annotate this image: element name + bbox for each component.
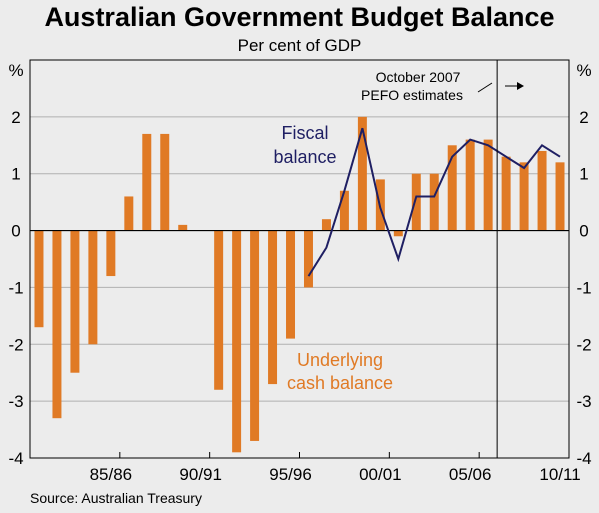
x-tick-label: 85/86	[90, 465, 133, 484]
y-tick-label-left: 2	[11, 108, 20, 127]
y-tick-label-left: -3	[8, 392, 23, 411]
series-label-fiscal: balance	[273, 147, 336, 167]
bar	[537, 150, 547, 231]
bar	[447, 145, 457, 231]
y-unit-right: %	[576, 61, 591, 80]
bar	[34, 230, 44, 328]
bar	[465, 139, 475, 231]
bar	[88, 230, 98, 345]
annotation-leader	[477, 82, 493, 93]
bar	[483, 139, 493, 231]
bar	[303, 230, 313, 288]
x-tick-label: 00/01	[359, 465, 402, 484]
bar	[393, 230, 403, 237]
bar	[142, 133, 152, 231]
bar	[411, 173, 421, 231]
y-tick-label-right: -2	[576, 335, 591, 354]
series-line-fiscal-balance	[307, 127, 561, 277]
bar	[70, 230, 80, 373]
bar	[106, 230, 116, 277]
y-tick-label-right: 1	[579, 165, 588, 184]
bar	[555, 162, 565, 231]
bar	[357, 116, 367, 231]
chart-title: Australian Government Budget Balance	[44, 2, 555, 32]
x-tick-label: 05/06	[449, 465, 492, 484]
annotation-text: October 2007	[376, 69, 461, 85]
bar	[339, 190, 349, 231]
bar	[250, 230, 260, 441]
series-label-underlying: cash balance	[287, 373, 393, 393]
annotation-arrowhead	[517, 82, 524, 90]
x-tick-label: 10/11	[539, 465, 580, 484]
bar	[214, 230, 224, 390]
series-label-fiscal: Fiscal	[281, 123, 328, 143]
y-tick-label-right: -1	[576, 278, 591, 297]
chart-subtitle: Per cent of GDP	[237, 36, 362, 55]
chart-source: Source: Australian Treasury	[30, 490, 202, 506]
y-unit-left: %	[8, 61, 23, 80]
y-tick-label-right: 0	[579, 222, 588, 241]
bar	[286, 230, 296, 339]
bar	[232, 230, 242, 453]
bar	[178, 224, 188, 231]
bar	[160, 133, 170, 231]
y-tick-label-left: -4	[8, 449, 23, 468]
y-tick-label-left: 1	[11, 165, 20, 184]
bar	[501, 156, 511, 231]
bar	[124, 196, 134, 231]
x-tick-label: 90/91	[179, 465, 222, 484]
annotation-text: PEFO estimates	[361, 87, 463, 103]
bar	[268, 230, 278, 385]
x-tick-label: 95/96	[269, 465, 312, 484]
bar	[429, 173, 439, 231]
y-tick-label-right: 2	[579, 108, 588, 127]
y-tick-label-left: -2	[8, 335, 23, 354]
series-label-underlying: Underlying	[297, 350, 383, 370]
y-tick-label-right: -4	[576, 449, 591, 468]
y-tick-label-left: -1	[8, 278, 23, 297]
plot-area	[30, 60, 569, 458]
bar	[519, 162, 529, 231]
y-tick-label-right: -3	[576, 392, 591, 411]
bar	[321, 219, 331, 231]
bar	[52, 230, 62, 419]
y-tick-label-left: 0	[11, 222, 20, 241]
